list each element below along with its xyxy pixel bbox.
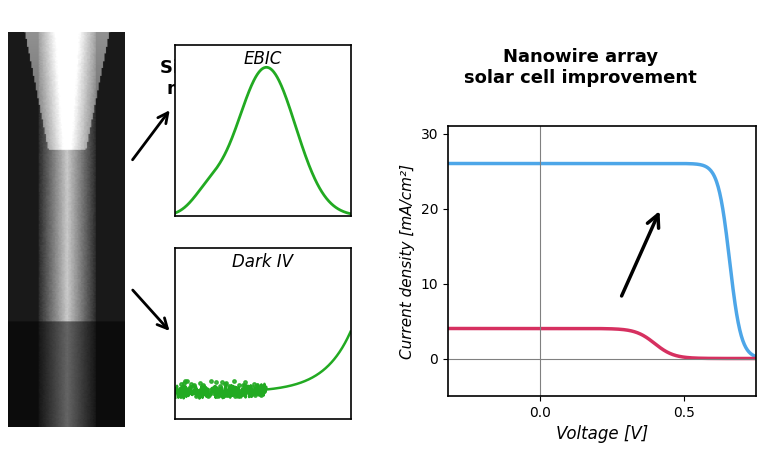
Point xyxy=(232,381,245,388)
Point xyxy=(223,382,235,389)
Point xyxy=(231,389,243,396)
Point xyxy=(191,388,203,395)
Point xyxy=(205,378,217,385)
Point xyxy=(254,390,266,397)
Point xyxy=(217,392,230,400)
Point xyxy=(245,387,257,394)
Point xyxy=(211,392,224,399)
Point xyxy=(181,377,193,384)
Point xyxy=(179,377,192,384)
Point xyxy=(199,388,211,396)
Point xyxy=(243,388,256,396)
Text: EBIC: EBIC xyxy=(244,50,282,68)
Y-axis label: Current density [mA/cm²]: Current density [mA/cm²] xyxy=(400,163,415,359)
Point xyxy=(213,392,225,399)
Point xyxy=(202,392,214,400)
Point xyxy=(251,382,263,389)
Point xyxy=(176,389,189,396)
Point xyxy=(185,380,197,387)
Point xyxy=(246,383,259,390)
Point xyxy=(178,379,190,387)
Point xyxy=(183,383,196,390)
Point xyxy=(249,392,262,399)
Point xyxy=(248,380,260,387)
Point xyxy=(241,385,254,392)
Point xyxy=(229,392,241,400)
Point xyxy=(220,380,232,387)
Point xyxy=(188,381,200,388)
Point xyxy=(224,384,237,392)
Text: Single nanowire
measurements: Single nanowire measurements xyxy=(160,59,323,98)
Point xyxy=(203,387,216,394)
Point xyxy=(186,382,199,390)
Text: Nanowire array
solar cell improvement: Nanowire array solar cell improvement xyxy=(464,48,696,87)
Point xyxy=(252,384,265,391)
Point xyxy=(256,391,268,398)
Point xyxy=(197,382,210,389)
Point xyxy=(237,382,249,389)
Point xyxy=(214,382,227,390)
Point xyxy=(221,392,234,399)
Point xyxy=(235,388,248,396)
Point xyxy=(196,387,208,394)
Point xyxy=(182,385,195,392)
Point xyxy=(189,392,202,399)
Point xyxy=(210,378,222,385)
Point xyxy=(227,378,240,385)
Point xyxy=(208,387,220,395)
Point xyxy=(219,381,231,388)
Point xyxy=(234,387,246,395)
Point xyxy=(192,392,205,399)
Point xyxy=(200,387,213,394)
Point xyxy=(194,379,206,386)
Point xyxy=(257,389,270,396)
Text: Dark IV: Dark IV xyxy=(232,252,294,270)
Point xyxy=(174,380,187,387)
X-axis label: Voltage [V]: Voltage [V] xyxy=(555,425,648,443)
Point xyxy=(206,389,219,396)
Point xyxy=(226,385,238,392)
Point xyxy=(216,379,228,386)
Point xyxy=(240,389,252,396)
Point xyxy=(238,378,251,385)
